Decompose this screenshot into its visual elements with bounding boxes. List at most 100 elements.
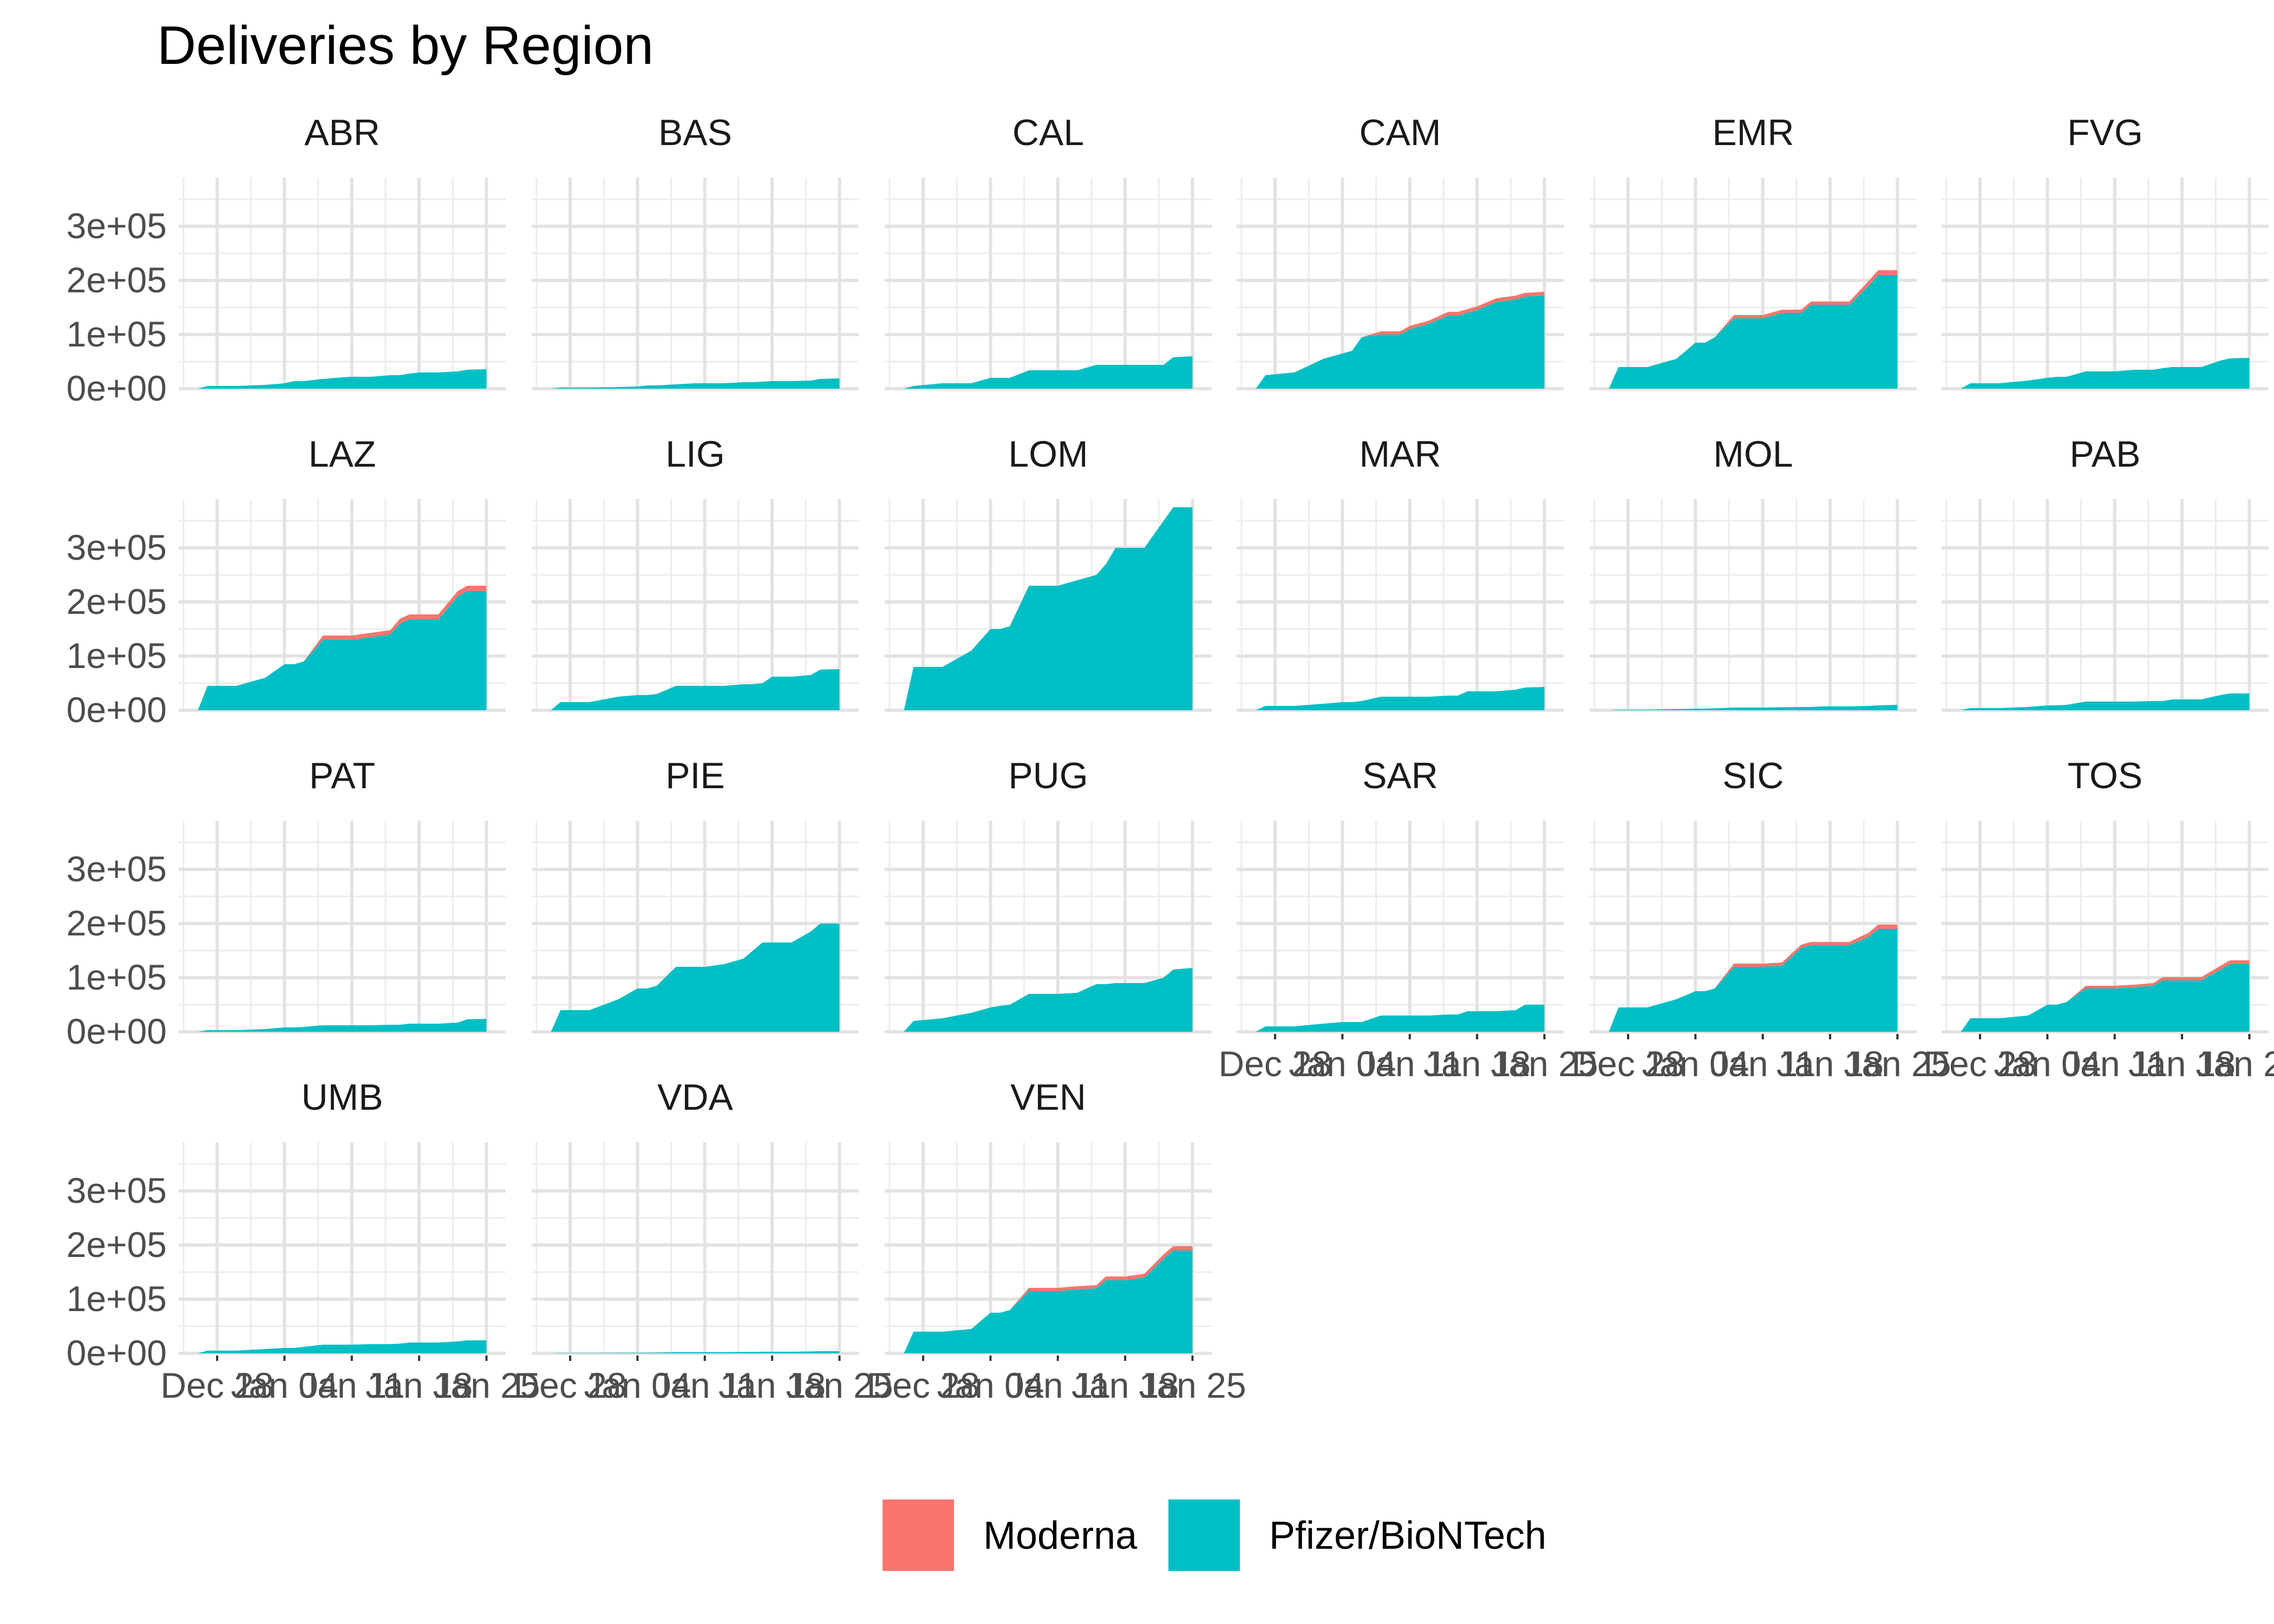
- facet-panel-lom: LOM: [885, 434, 1212, 712]
- x-tick-label: Jan 04: [231, 1365, 338, 1405]
- x-tick-label: Jan 18: [718, 1365, 826, 1405]
- facet-strip-label: SIC: [1722, 755, 1783, 796]
- facet-panel-fvg: FVG: [1942, 112, 2269, 390]
- x-tick-label: Jan 11: [1710, 1044, 1815, 1084]
- legend-key-moderna: [883, 1499, 954, 1571]
- facet-strip-label: FVG: [2067, 112, 2143, 153]
- facet-strip-label: EMR: [1712, 112, 1794, 153]
- x-tick-label: Jan 25: [2195, 1044, 2274, 1084]
- area-moderna: [1609, 270, 1898, 389]
- x-tick-label: Jan 18: [1423, 1044, 1531, 1084]
- area-moderna: [904, 1246, 1193, 1353]
- facet-strip-label: MOL: [1713, 434, 1793, 475]
- facet-strip-label: PAT: [309, 755, 375, 796]
- x-tick-label: Jan 18: [1071, 1365, 1179, 1405]
- area-moderna: [1961, 960, 2250, 1032]
- y-tick-label: 3e+05: [67, 1170, 167, 1210]
- area-pfizer: [551, 1351, 840, 1353]
- x-tick-label: Jan 04: [1642, 1044, 1749, 1084]
- facet-panel-laz: LAZ 0e+00 1e+05 2e+05 3e+05: [67, 434, 506, 730]
- y-tick-label: 1e+05: [67, 1279, 167, 1319]
- area-pfizer: [904, 356, 1193, 389]
- y-tick-label: 1e+05: [67, 957, 167, 997]
- area-pfizer: [198, 369, 487, 389]
- facet-panel-lig: LIG: [532, 434, 859, 712]
- facet-panel-mar: MAR: [1237, 434, 1564, 712]
- y-tick-label: 0e+00: [67, 368, 167, 408]
- chart-title: Deliveries by Region: [157, 15, 654, 76]
- facet-strip-label: BAS: [658, 112, 732, 153]
- facet-strip-label: CAM: [1359, 112, 1441, 153]
- facet-strip-label: ABR: [304, 112, 380, 153]
- area-pfizer: [1961, 964, 2250, 1032]
- x-tick-label: Jan 18: [365, 1365, 473, 1405]
- facet-strip-label: UMB: [301, 1077, 383, 1118]
- legend-label: Pfizer/BioNTech: [1269, 1514, 1546, 1557]
- facet-strip-label: VEN: [1010, 1077, 1086, 1118]
- facet-panel-emr: EMR: [1590, 112, 1917, 390]
- x-tick-label: Dec 28: [1571, 1044, 1684, 1084]
- area-pfizer: [1609, 929, 1898, 1032]
- x-tick-label: Jan 04: [1289, 1044, 1396, 1084]
- area-pfizer: [198, 591, 487, 710]
- x-tick-label: Jan 25: [786, 1365, 893, 1405]
- x-tick-label: Jan 18: [1776, 1044, 1884, 1084]
- y-tick-label: 2e+05: [67, 260, 167, 300]
- facet-panel-abr: ABR 0e+00 1e+05 2e+05 3e+05: [67, 112, 506, 408]
- facet-panel-bas: BAS: [532, 112, 859, 390]
- legend-label: Moderna: [983, 1514, 1138, 1557]
- area-pfizer: [551, 669, 840, 710]
- y-tick-label: 2e+05: [67, 903, 167, 943]
- area-moderna: [198, 586, 487, 710]
- area-pfizer: [1961, 693, 2250, 710]
- y-tick-label: 3e+05: [67, 849, 167, 889]
- y-tick-label: 3e+05: [67, 206, 167, 246]
- legend: Moderna Pfizer/BioNTech: [883, 1499, 1546, 1571]
- facet-panel-pug: PUG: [885, 755, 1212, 1033]
- area-pfizer: [904, 968, 1193, 1032]
- area-pfizer: [904, 507, 1193, 710]
- x-tick-label: Jan 25: [433, 1365, 540, 1405]
- x-tick-label: Jan 11: [2062, 1044, 2167, 1084]
- y-tick-label: 1e+05: [67, 314, 167, 354]
- y-tick-label: 0e+00: [67, 1333, 167, 1373]
- facet-strip-label: VDA: [657, 1077, 733, 1118]
- area-pfizer: [1961, 358, 2250, 389]
- facet-panel-pie: PIE: [532, 755, 859, 1033]
- area-pfizer: [1256, 687, 1545, 710]
- x-tick-label: Jan 11: [652, 1365, 757, 1405]
- area-pfizer: [1256, 296, 1545, 389]
- legend-key-pfizer-biontech: [1168, 1499, 1240, 1571]
- facet-panel-pab: PAB: [1942, 434, 2269, 712]
- area-pfizer: [198, 1340, 487, 1353]
- facet-strip-label: LIG: [665, 434, 725, 475]
- x-tick-label: Dec 28: [1923, 1044, 2036, 1084]
- facet-strip-label: LOM: [1008, 434, 1088, 475]
- y-tick-label: 2e+05: [67, 1224, 167, 1265]
- x-tick-label: Jan 25: [1491, 1044, 1598, 1084]
- area-moderna: [1609, 925, 1898, 1032]
- x-tick-label: Jan 18: [2128, 1044, 2236, 1084]
- x-tick-label: Dec 28: [160, 1365, 273, 1405]
- area-pfizer: [1609, 275, 1898, 389]
- facet-strip-label: CAL: [1012, 112, 1084, 153]
- facet-panel-pat: PAT 0e+00 1e+05 2e+05 3e+05: [67, 755, 506, 1051]
- facet-panel-cal: CAL: [885, 112, 1212, 390]
- facet-panels: ABR 0e+00 1e+05 2e+05 3e+05 BAS CAL CAM EMR FVG LA…: [67, 112, 2274, 1405]
- facet-strip-label: LAZ: [309, 434, 376, 475]
- x-tick-label: Jan 04: [584, 1365, 691, 1405]
- x-tick-label: Jan 11: [1005, 1365, 1110, 1405]
- facet-strip-label: PIE: [665, 755, 725, 796]
- area-pfizer: [904, 1250, 1193, 1353]
- x-tick-label: Dec 28: [1218, 1044, 1331, 1084]
- facet-panel-mol: MOL: [1590, 434, 1917, 712]
- area-pfizer: [198, 1019, 487, 1032]
- facet-strip-label: TOS: [2068, 755, 2143, 796]
- area-pfizer: [1609, 705, 1898, 710]
- y-tick-label: 3e+05: [67, 527, 167, 567]
